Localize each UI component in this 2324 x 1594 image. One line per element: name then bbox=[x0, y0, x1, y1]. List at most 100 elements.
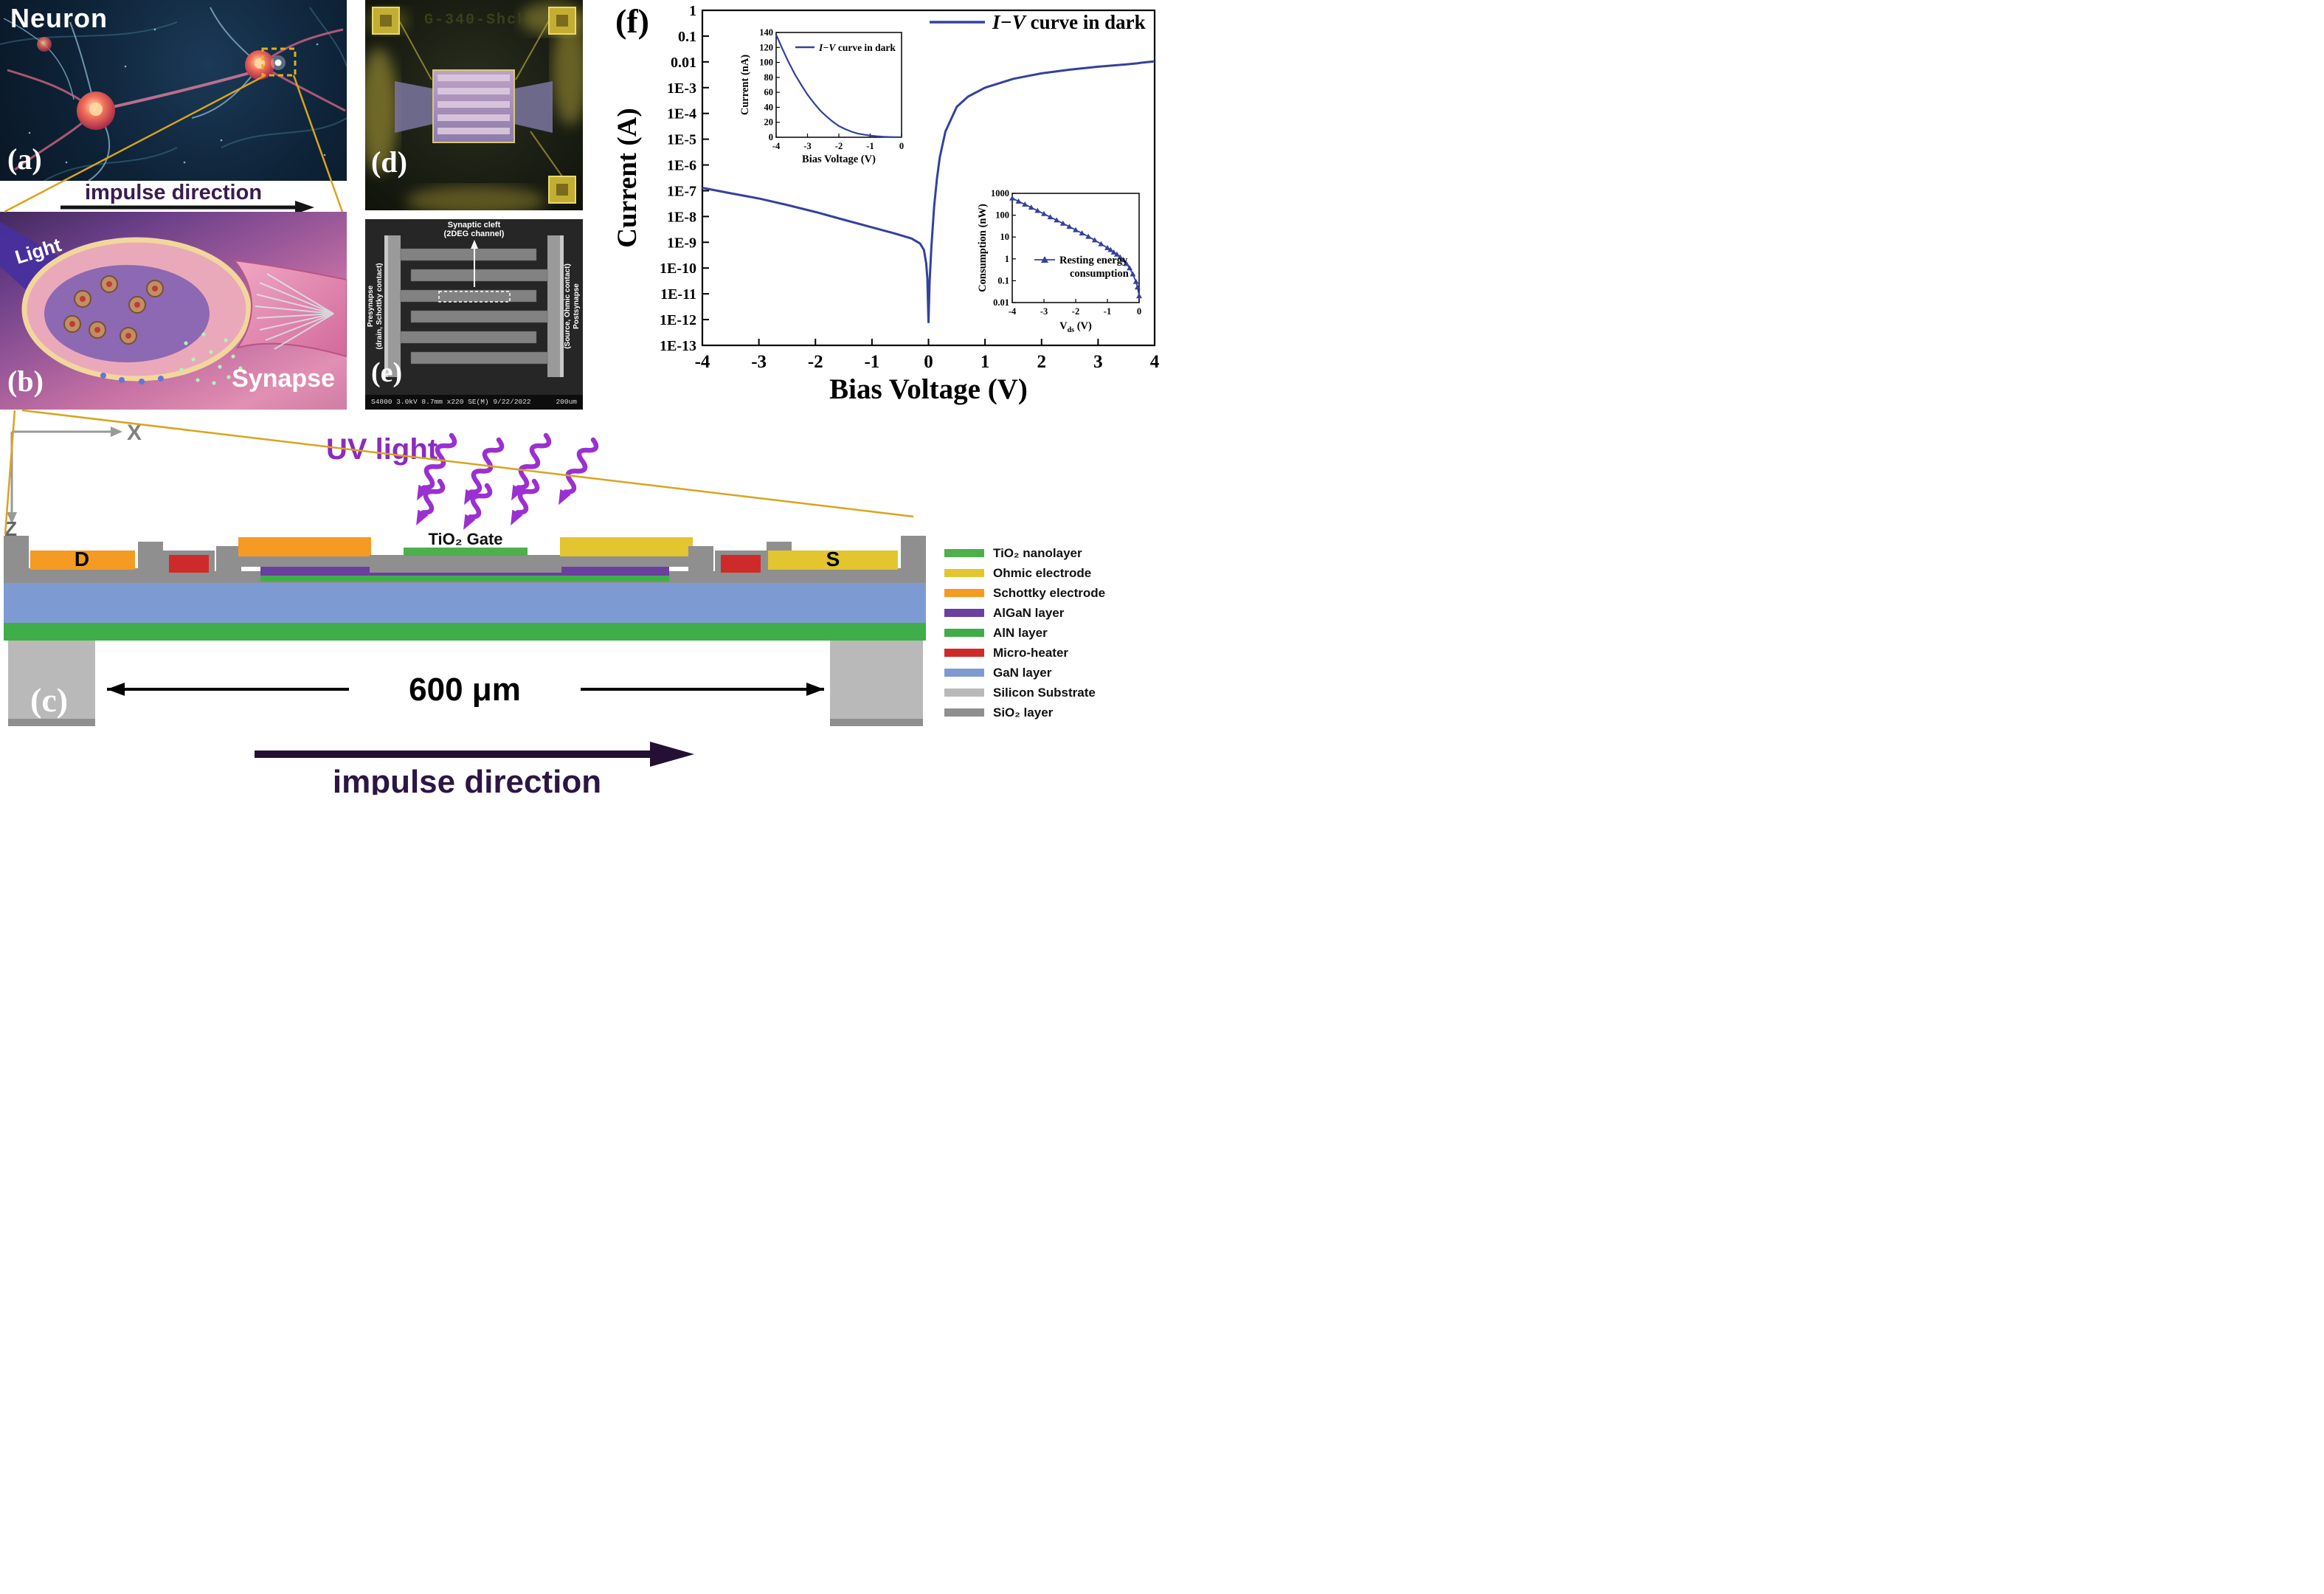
svg-text:1E-5: 1E-5 bbox=[667, 132, 696, 148]
svg-text:60: 60 bbox=[764, 87, 774, 97]
svg-text:3: 3 bbox=[1093, 352, 1103, 372]
legend-label: AlGaN layer bbox=[993, 605, 1065, 620]
svg-text:1: 1 bbox=[1005, 254, 1009, 264]
legend-label: Schottky electrode bbox=[993, 585, 1106, 600]
legend-swatch bbox=[944, 549, 984, 557]
legend-row: Micro-heater bbox=[944, 643, 1160, 663]
sem-left-label-line1: Presynapse bbox=[367, 285, 375, 328]
membrane-width-label: 600 μm bbox=[409, 672, 521, 708]
panel-b-label: (b) bbox=[7, 365, 44, 398]
impulse-top-arrow bbox=[60, 201, 314, 212]
sem-status-bar: S4800 3.0kV 8.7mm x220 SE(M) 9/22/2022 1… bbox=[365, 395, 583, 410]
device-cross-section: D S TiO₂ Gate 600 μm (c) impulse directi… bbox=[4, 533, 926, 795]
svg-text:40: 40 bbox=[764, 102, 774, 112]
svg-text:-2: -2 bbox=[808, 352, 823, 372]
legend-row: TiO₂ nanolayer bbox=[944, 543, 1160, 563]
uv-ray bbox=[558, 437, 599, 506]
legend-row: Silicon Substrate bbox=[944, 683, 1160, 703]
svg-text:10: 10 bbox=[1000, 232, 1010, 242]
svg-text:1: 1 bbox=[689, 3, 696, 19]
sem-right-label-line2: Postsynapse bbox=[573, 283, 581, 329]
sem-top-label-line1: Synaptic cleft bbox=[447, 221, 501, 230]
uv-and-axes: X Z UV light bbox=[4, 421, 599, 539]
chip-photo-art: G-340-Shck bbox=[365, 2, 583, 210]
figure-page: Neuron (a) impulse direction bbox=[0, 0, 1162, 797]
panel-a-neuron: Neuron (a) bbox=[0, 0, 347, 181]
svg-text:1: 1 bbox=[981, 352, 990, 372]
device-layers bbox=[4, 536, 926, 726]
svg-text:-1: -1 bbox=[1104, 306, 1111, 317]
svg-text:1E-4: 1E-4 bbox=[667, 106, 696, 123]
svg-text:20: 20 bbox=[764, 117, 774, 128]
svg-text:-3: -3 bbox=[1040, 306, 1048, 317]
bond-traces bbox=[398, 20, 563, 177]
svg-text:0: 0 bbox=[769, 132, 773, 142]
svg-text:1E-13: 1E-13 bbox=[660, 338, 696, 354]
chip-id-text: G-340-Shck bbox=[424, 12, 528, 29]
contact-funnels bbox=[395, 81, 553, 133]
legend-label: AlN layer bbox=[993, 625, 1048, 640]
legend-swatch bbox=[944, 609, 984, 617]
gate-label: TiO₂ Gate bbox=[428, 533, 502, 548]
panel-d-micrograph: G-340-Shck (d) bbox=[365, 0, 583, 210]
legend-row: AlN layer bbox=[944, 623, 1160, 643]
sem-right-label: (Source, Ohmic contact) Postsynapse bbox=[564, 236, 581, 376]
legend-row: SiO₂ layer bbox=[944, 703, 1160, 722]
svg-text:1000: 1000 bbox=[991, 188, 1009, 199]
svg-text:consumption: consumption bbox=[1070, 268, 1129, 280]
svg-text:-3: -3 bbox=[803, 141, 811, 151]
neurotransmitter-dots bbox=[179, 332, 243, 385]
svg-text:80: 80 bbox=[764, 72, 774, 83]
drain-label: D bbox=[75, 548, 89, 570]
svg-text:4: 4 bbox=[1150, 352, 1160, 372]
svg-text:-4: -4 bbox=[695, 352, 710, 372]
impulse-direction-label: impulse direction bbox=[333, 764, 601, 795]
receptors bbox=[100, 373, 164, 384]
panel-c-cross-section: X Z UV light bbox=[0, 410, 1162, 797]
legend-swatch bbox=[944, 689, 984, 697]
sem-left-label: Presynapse (drain, Schottky contact) bbox=[367, 236, 384, 376]
cleft-annotation bbox=[438, 240, 511, 303]
svg-text:0: 0 bbox=[899, 141, 904, 151]
svg-text:1E-10: 1E-10 bbox=[660, 261, 696, 277]
svg-text:-1: -1 bbox=[866, 141, 874, 151]
uv-light-label: UV light bbox=[326, 433, 438, 466]
svg-text:2: 2 bbox=[1037, 352, 1047, 372]
svg-text:0.1: 0.1 bbox=[997, 275, 1009, 286]
svg-text:Vds (V): Vds (V) bbox=[1059, 320, 1092, 334]
source-label: S bbox=[826, 548, 840, 570]
svg-text:100: 100 bbox=[759, 58, 773, 68]
legend-row: GaN layer bbox=[944, 663, 1160, 683]
svg-text:1E-12: 1E-12 bbox=[660, 312, 696, 328]
sem-status-text: S4800 3.0kV 8.7mm x220 SE(M) 9/22/2022 1… bbox=[371, 398, 531, 406]
legend-swatch bbox=[944, 649, 984, 657]
legend-label: TiO₂ nanolayer bbox=[993, 545, 1082, 560]
svg-text:0: 0 bbox=[1137, 306, 1141, 317]
neuron-somas bbox=[37, 37, 274, 130]
legend-row: Schottky electrode bbox=[944, 583, 1160, 603]
legend-label: Ohmic electrode bbox=[993, 565, 1092, 580]
svg-text:Current (A): Current (A) bbox=[612, 108, 643, 247]
device-mesa bbox=[432, 69, 515, 143]
layer-legend: TiO₂ nanolayer Ohmic electrode Schottky el… bbox=[944, 543, 1160, 722]
bond-pads bbox=[372, 7, 576, 204]
sem-top-label-line2: (2DEG channel) bbox=[443, 230, 505, 238]
panel-b-synapse: Light Synapse (b) bbox=[0, 212, 347, 410]
iv-chart: 1 0.1 0.01 1E-3 1E-4 1E-5 1E-6 1E-7 1E-8 1E-9 1E-1… bbox=[612, 3, 1160, 405]
sem-left-label-line2: (drain, Schottky contact) bbox=[376, 263, 384, 350]
width-arrow bbox=[107, 683, 824, 696]
postsynaptic-axon bbox=[232, 259, 347, 358]
legend-swatch bbox=[944, 669, 984, 677]
panel-e-label: (e) bbox=[371, 357, 403, 388]
panel-f-label: (f) bbox=[615, 2, 649, 40]
panel-e-sem: Synaptic cleft (2DEG channel) Presynapse… bbox=[365, 219, 583, 410]
svg-text:1E-3: 1E-3 bbox=[667, 80, 696, 97]
sem-scale-label: 200um bbox=[556, 398, 577, 406]
x-axis-letter: X bbox=[127, 421, 142, 445]
svg-text:Resting energy: Resting energy bbox=[1059, 255, 1128, 266]
svg-text:-2: -2 bbox=[1072, 306, 1079, 317]
svg-text:0.01: 0.01 bbox=[993, 297, 1009, 308]
electrode-rails bbox=[384, 235, 564, 377]
svg-text:0.01: 0.01 bbox=[671, 55, 696, 71]
svg-text:-3: -3 bbox=[751, 352, 767, 372]
